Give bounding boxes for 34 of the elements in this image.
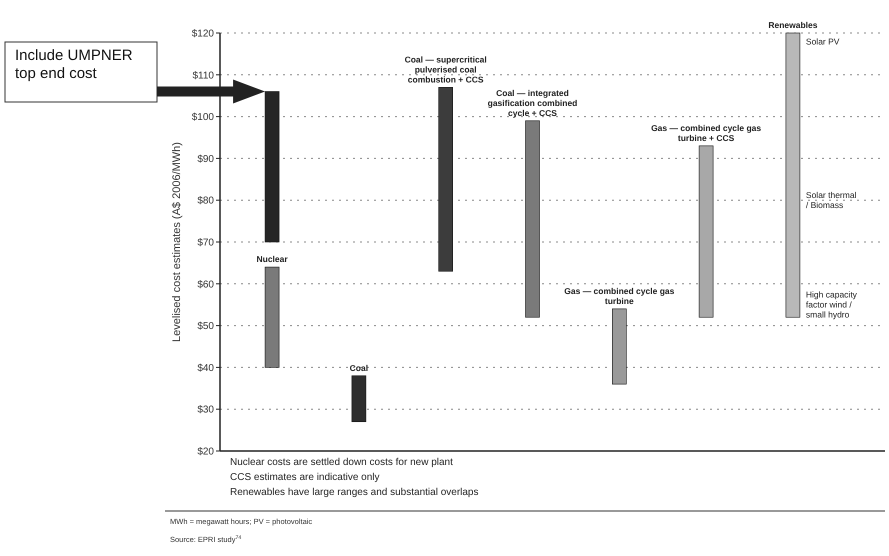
- bar: [698, 146, 714, 318]
- bar: [525, 120, 540, 318]
- x-tick-label: Gas — combined cycle gas turbine + CCS: [651, 122, 762, 143]
- y-tick-label: $90: [197, 154, 214, 165]
- y-tick-label: $50: [197, 321, 214, 332]
- x-tick-label: Coal — supercritical pulverised coal combustion + CCS: [404, 54, 487, 84]
- bar: [612, 308, 627, 384]
- x-tick-label: Coal: [350, 362, 368, 373]
- y-axis-title: Levelised cost estimates (A$ 2006/MWh): [171, 142, 183, 342]
- text: CCS estimates are indicative only: [230, 472, 380, 483]
- text: Nuclear costs are settled down costs for new plant: [230, 457, 454, 468]
- x-tick-label: Renewables: [768, 20, 818, 30]
- y-tick-label: $100: [192, 112, 214, 124]
- bar: [264, 91, 280, 242]
- x-tick-label: Coal — integrated gasification combined cycle + CCS: [488, 88, 578, 118]
- y-tick-label: $30: [197, 404, 214, 416]
- x-tick-label: Gas — combined cycle gas turbine: [564, 286, 675, 306]
- y-tick-label: $80: [197, 196, 214, 207]
- x-tick-label: Nuclear: [256, 254, 288, 264]
- y-tick-label: $60: [197, 279, 214, 290]
- y-tick-label: $40: [197, 362, 214, 374]
- bar: [786, 32, 800, 318]
- bar: [264, 266, 280, 368]
- bar: [438, 87, 453, 272]
- y-tick-label: $120: [192, 28, 214, 40]
- y-tick-label: $20: [197, 446, 214, 458]
- y-tick-label: $70: [197, 238, 214, 248]
- text: Include UMPNER top end cost: [15, 47, 133, 82]
- text: Renewables have large ranges and substantial overlaps: [230, 487, 478, 498]
- annotation: High capacity factor wind / small hydro: [806, 289, 858, 320]
- bar: [352, 375, 366, 422]
- y-tick-label: $110: [192, 70, 214, 82]
- annotation: Solar thermal / Biomass: [806, 190, 857, 210]
- annotation: Solar PV: [806, 36, 840, 46]
